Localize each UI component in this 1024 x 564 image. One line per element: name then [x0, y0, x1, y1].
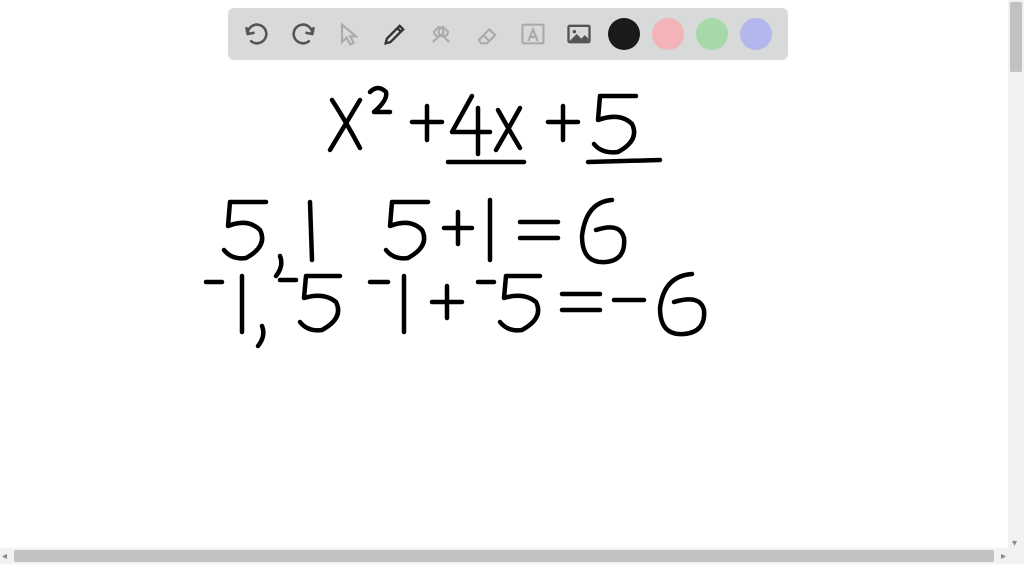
- color-pink[interactable]: [652, 18, 684, 50]
- handwriting-layer: [0, 60, 1008, 548]
- pencil-icon: [381, 20, 409, 48]
- scroll-left-arrow[interactable]: ◂: [2, 551, 7, 562]
- scroll-down-arrow[interactable]: ▾: [1012, 538, 1020, 546]
- color-black[interactable]: [608, 18, 640, 50]
- vertical-scrollbar[interactable]: ▾: [1008, 0, 1024, 548]
- scrollbar-corner: [1008, 548, 1024, 564]
- scroll-right-arrow[interactable]: ▸: [1001, 551, 1006, 562]
- tools-button[interactable]: [424, 17, 458, 51]
- horizontal-scrollbar-thumb[interactable]: [14, 550, 994, 562]
- redo-icon: [289, 20, 317, 48]
- text-button[interactable]: [516, 17, 550, 51]
- pointer-icon: [335, 20, 363, 48]
- image-icon: [565, 20, 593, 48]
- color-green[interactable]: [696, 18, 728, 50]
- horizontal-scrollbar[interactable]: ◂ ▸: [0, 548, 1008, 564]
- eraser-button[interactable]: [470, 17, 504, 51]
- undo-icon: [243, 20, 271, 48]
- wrench-icon: [427, 20, 455, 48]
- undo-button[interactable]: [240, 17, 274, 51]
- color-purple[interactable]: [740, 18, 772, 50]
- vertical-scrollbar-thumb[interactable]: [1010, 2, 1022, 72]
- image-button[interactable]: [562, 17, 596, 51]
- pointer-button[interactable]: [332, 17, 366, 51]
- eraser-icon: [473, 20, 501, 48]
- drawing-canvas[interactable]: [0, 60, 1008, 548]
- drawing-toolbar: [228, 8, 788, 60]
- pencil-button[interactable]: [378, 17, 412, 51]
- text-icon: [519, 20, 547, 48]
- redo-button[interactable]: [286, 17, 320, 51]
